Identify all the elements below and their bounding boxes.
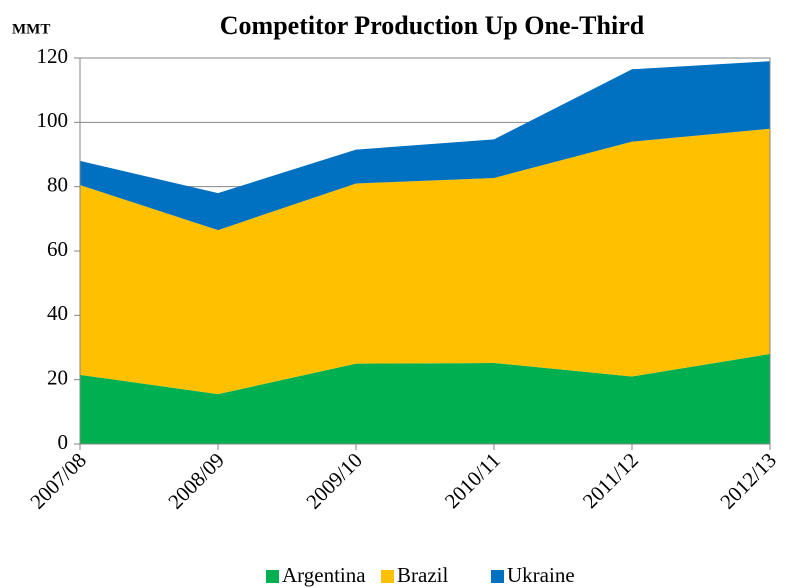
area xyxy=(80,61,770,231)
y-tick-label: 0 xyxy=(58,430,69,454)
x-tick-label: 2007/08 xyxy=(25,448,91,514)
y-tick-label: 100 xyxy=(37,108,69,132)
y-axis-label: MMT xyxy=(12,21,50,37)
legend-label: Brazil xyxy=(397,563,448,587)
y-tick-label: 80 xyxy=(47,172,68,196)
legend-swatch xyxy=(381,570,394,583)
legend-label: Ukraine xyxy=(507,563,575,587)
y-tick-label: 20 xyxy=(47,365,68,389)
x-tick-label: 2011/12 xyxy=(578,448,643,513)
area xyxy=(80,128,770,395)
legend-swatch xyxy=(266,570,279,583)
x-tick-label: 2012/13 xyxy=(715,448,781,514)
x-tick-label: 2010/11 xyxy=(440,448,505,513)
y-tick-label: 120 xyxy=(37,44,69,68)
chart-title: Competitor Production Up One-Third xyxy=(220,11,645,40)
x-tick-label: 2008/09 xyxy=(163,448,229,514)
x-tick-label: 2009/10 xyxy=(301,448,367,514)
area xyxy=(80,353,770,444)
y-tick-label: 60 xyxy=(47,237,68,261)
legend-label: Argentina xyxy=(282,563,366,587)
legend-swatch xyxy=(491,570,504,583)
y-tick-label: 40 xyxy=(47,301,68,325)
plot-border xyxy=(79,57,771,445)
